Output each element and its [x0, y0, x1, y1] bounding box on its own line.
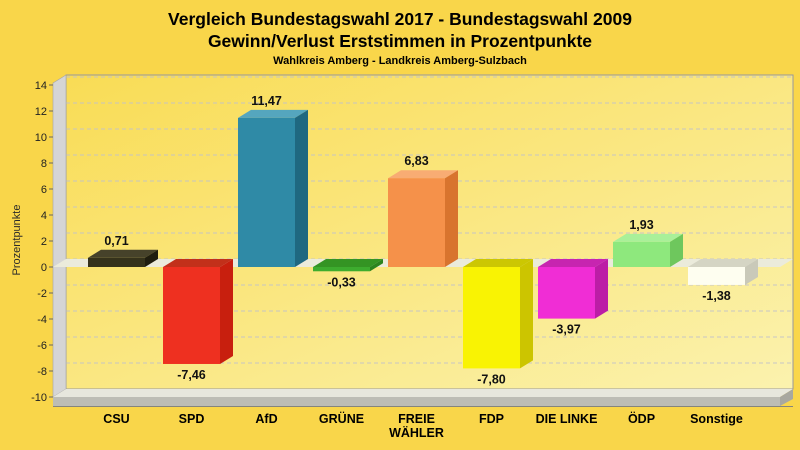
bar-side-spd: [220, 259, 233, 364]
tick-label--4: -4: [37, 314, 47, 326]
y-axis-title: Prozentpunkte: [11, 205, 23, 276]
tick-label-6: 6: [41, 184, 47, 196]
category-label-sonstige: Sonstige: [690, 412, 743, 426]
category-label-die-linke: DIE LINKE: [536, 412, 598, 426]
bar-top-sonstige: [688, 259, 758, 267]
chart-title-line2: Gewinn/Verlust Erststimmen in Prozentpun…: [207, 31, 593, 51]
bar-freie-wähler: [388, 178, 445, 267]
value-label-spd: -7,46: [177, 368, 206, 382]
category-label-grüne: GRÜNE: [319, 411, 364, 426]
tick-label--6: -6: [37, 340, 47, 352]
category-label-csu: CSU: [103, 412, 129, 426]
value-label-die-linke: -3,97: [552, 323, 581, 337]
bar-side-sonstige: [745, 259, 758, 285]
chart-title-line1: Vergleich Bundestagswahl 2017 - Bundesta…: [168, 9, 632, 29]
bar-side-grüne: [370, 259, 383, 272]
bar-top-grüne: [313, 259, 383, 267]
tick-label--2: -2: [37, 288, 47, 300]
value-label-fdp: -7,80: [477, 372, 506, 386]
tick-label-8: 8: [41, 158, 47, 170]
chart-subtitle: Wahlkreis Amberg - Landkreis Amberg-Sulz…: [273, 55, 527, 67]
bar-side-ödp: [670, 233, 683, 267]
bar-top-ödp: [613, 233, 683, 242]
bar-spd: [163, 267, 220, 364]
value-label-csu: 0,71: [104, 234, 128, 248]
bar-top-fdp: [463, 259, 533, 267]
category-label-freie-wähler: FREIE: [398, 412, 435, 426]
floor-front: [53, 397, 780, 406]
bar-csu: [88, 257, 145, 267]
bar-ödp: [613, 241, 670, 267]
bar-grüne: [313, 267, 370, 272]
tick-label-12: 12: [35, 106, 47, 118]
category-label-spd: SPD: [179, 412, 205, 426]
bar-die-linke: [538, 267, 595, 319]
tick-label--10: -10: [31, 392, 47, 404]
floor-bevel: [780, 389, 793, 406]
tick-label-10: 10: [35, 132, 47, 144]
value-label-grüne: -0,33: [327, 275, 356, 289]
value-label-freie-wähler: 6,83: [404, 154, 428, 168]
bar-fdp: [463, 267, 520, 369]
bar-top-freie-wähler: [388, 170, 458, 179]
tick-label-2: 2: [41, 236, 47, 248]
left-wall: [52, 74, 67, 398]
category-label-afd: AfD: [255, 412, 277, 426]
bar-side-afd: [295, 109, 308, 267]
bar-top-afd: [238, 109, 308, 118]
bar-side-csu: [145, 249, 158, 267]
category-label-freie-wähler: WÄHLER: [389, 425, 444, 440]
bar-sonstige: [688, 267, 745, 285]
bar-side-freie-wähler: [445, 170, 458, 267]
bar-top-spd: [163, 259, 233, 267]
bar-top-die-linke: [538, 259, 608, 267]
bar-top-csu: [88, 249, 158, 258]
tick-label-4: 4: [41, 210, 47, 222]
bar-afd: [238, 117, 295, 267]
value-label-afd: 11,47: [251, 94, 282, 108]
tick-label--8: -8: [37, 366, 47, 378]
category-label-ödp: ÖDP: [628, 411, 655, 426]
bar-side-fdp: [520, 259, 533, 369]
floor-top: [53, 389, 793, 397]
tick-label-0: 0: [41, 262, 47, 274]
tick-label-14: 14: [35, 80, 47, 92]
category-label-fdp: FDP: [479, 412, 504, 426]
bar-side-die-linke: [595, 259, 608, 319]
chart-header: Vergleich Bundestagswahl 2017 - Bundesta…: [0, 0, 800, 68]
value-label-ödp: 1,93: [629, 218, 653, 232]
value-label-sonstige: -1,38: [702, 289, 731, 303]
